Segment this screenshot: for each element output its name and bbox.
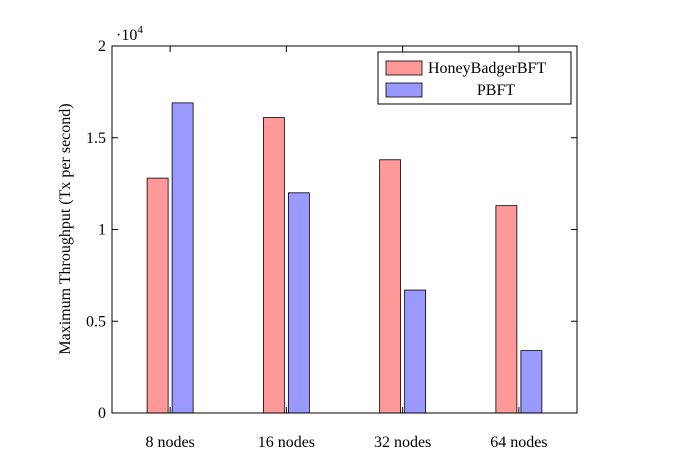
bar-pbft-64-nodes [520, 350, 543, 414]
y-tick-label-3: 1.5 [86, 130, 106, 147]
legend-label-honeybadgerbft: HoneyBadgerBFT [428, 60, 546, 77]
y-scale-base: 10 [121, 27, 137, 44]
y-scale-exponent: 4 [137, 24, 143, 36]
ticks-layer [112, 45, 577, 414]
bar-pbft-32-nodes [404, 289, 427, 414]
x-tick-label-64-nodes: 64 nodes [490, 434, 547, 451]
bars-layer [146, 102, 543, 414]
y-tick-label-4: 2 [98, 38, 106, 55]
legend: HoneyBadgerBFT PBFT [377, 51, 572, 105]
y-scale-dot: · [116, 27, 121, 44]
labels-layer: 8 nodes 16 nodes 32 nodes 64 nodes 0 0.5 1 1.5 2 [86, 38, 548, 451]
x-tick-label-8-nodes: 8 nodes [145, 434, 194, 451]
legend-label-pbft: PBFT [477, 82, 515, 99]
y-tick-label-1: 0.5 [86, 313, 106, 330]
bar-honeybadgerbft-8-nodes [146, 177, 169, 414]
y-axis-title: Maximum Throughput (Tx per second) [57, 103, 74, 354]
y-tick-label-2: 1 [98, 222, 106, 239]
legend-swatch-honeybadgerbft [385, 60, 423, 76]
bar-honeybadgerbft-32-nodes [379, 159, 402, 414]
y-scale-multiplier: ·104 [116, 24, 143, 44]
bar-honeybadgerbft-16-nodes [262, 117, 285, 414]
bar-pbft-16-nodes [287, 192, 310, 414]
x-tick-label-16-nodes: 16 nodes [258, 434, 315, 451]
legend-swatch-pbft [385, 82, 423, 98]
y-tick-label-0: 0 [98, 405, 106, 422]
bar-pbft-8-nodes [171, 102, 194, 414]
x-tick-label-32-nodes: 32 nodes [374, 434, 431, 451]
bar-honeybadgerbft-64-nodes [495, 205, 518, 414]
